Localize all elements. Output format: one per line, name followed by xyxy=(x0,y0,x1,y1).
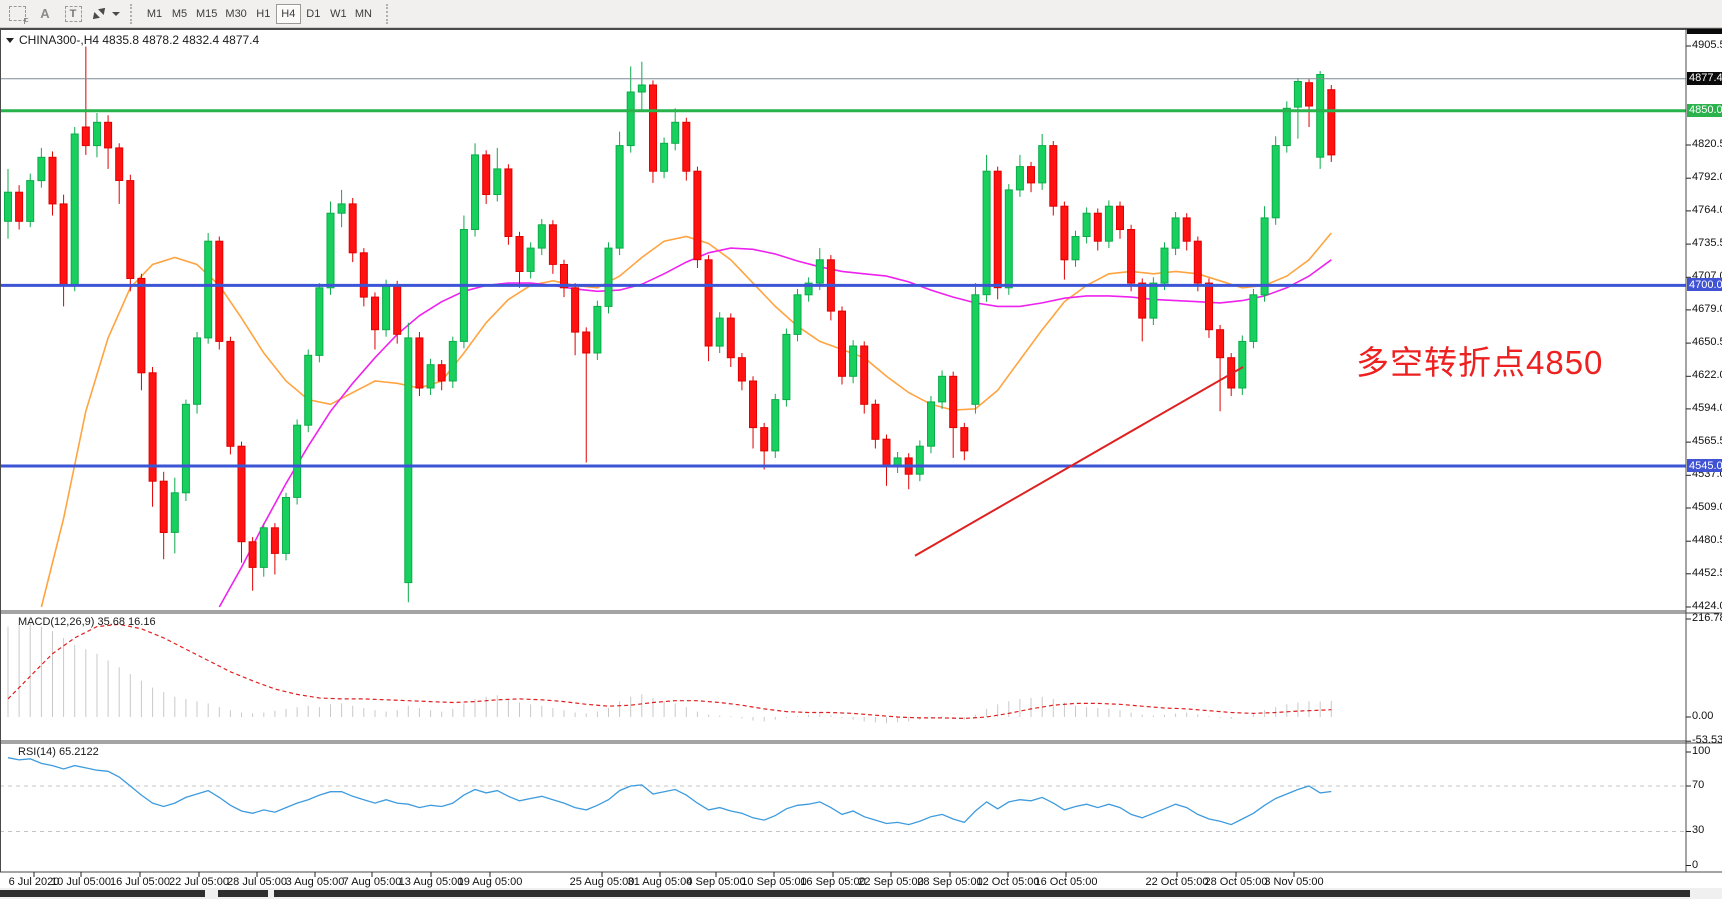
date-label: 22 Oct 05:00 xyxy=(1145,876,1209,888)
date-label: 22 Sep 05:00 xyxy=(858,876,924,888)
date-label: 16 Jul 05:00 xyxy=(110,876,170,888)
price-tick-label: 4480.5 xyxy=(1692,534,1722,547)
text-label-tool-icon[interactable]: T xyxy=(62,4,84,24)
date-label: 6 Jul 2020 xyxy=(8,876,60,888)
bottom-window-strip xyxy=(0,888,1722,899)
date-label: 3 Aug 05:00 xyxy=(285,876,345,888)
chart-title: CHINA300-,H4 4835.8 4878.2 4832.4 4877.4 xyxy=(6,33,259,47)
price-badge: 4850.0 xyxy=(1687,103,1722,117)
date-label: 28 Oct 05:00 xyxy=(1204,876,1268,888)
timeframe-m30-button[interactable]: M30 xyxy=(225,7,247,20)
timeframe-m15-button[interactable]: M15 xyxy=(196,7,218,20)
chevron-down-icon xyxy=(112,11,120,16)
date-label: 31 Aug 05:00 xyxy=(627,876,693,888)
timeframe-d1-button[interactable]: D1 xyxy=(306,7,321,20)
price-tick-label: 4622.0 xyxy=(1692,369,1722,382)
price-badge: 4700.0 xyxy=(1687,278,1722,292)
price-tick-label: 4735.5 xyxy=(1692,237,1722,250)
price-tick-label: 4565.5 xyxy=(1692,435,1722,448)
price-tick-label: 4594.0 xyxy=(1692,401,1722,414)
date-label: 22 Jul 05:00 xyxy=(169,876,229,888)
date-label: 25 Aug 05:00 xyxy=(569,876,635,888)
chevron-down-icon xyxy=(6,38,14,43)
drawing-tools-icon[interactable] xyxy=(90,4,120,24)
date-label: 16 Oct 05:00 xyxy=(1034,876,1098,888)
rsi-tick-label: 100 xyxy=(1692,745,1711,757)
toolbar-grip[interactable] xyxy=(385,3,392,24)
chart-annotation-text: 多空转折点4850 xyxy=(1356,344,1604,381)
date-label: 10 Sep 05:00 xyxy=(741,876,807,888)
timeframe-mn-button[interactable]: MN xyxy=(354,7,372,20)
price-tick-label: 4424.0 xyxy=(1692,600,1722,612)
macd-tick-label: 0.00 xyxy=(1692,710,1714,722)
timeframe-m1-button[interactable]: M1 xyxy=(146,7,163,20)
price-badge: 4545.0 xyxy=(1687,459,1722,473)
price-tick-label: 4509.0 xyxy=(1692,500,1722,513)
date-label: 16 Sep 05:00 xyxy=(800,876,866,888)
date-label: 4 Sep 05:00 xyxy=(686,876,746,888)
timeframe-group: M1 M5 M15 M30 H1 H4 D1 W1 MN xyxy=(142,3,376,24)
timeframe-m5-button[interactable]: M5 xyxy=(171,7,188,20)
rsi-tick-label: 30 xyxy=(1692,824,1705,837)
price-badge: 4877.4 xyxy=(1687,71,1722,85)
price-tick-label: 4792.0 xyxy=(1692,171,1722,184)
bottom-strip-segment xyxy=(218,890,268,897)
timeframe-h4-button[interactable]: H4 xyxy=(275,3,301,24)
price-tick-label: 4820.5 xyxy=(1692,138,1722,151)
rsi-indicator-label: RSI(14) 65.2122 xyxy=(18,746,99,758)
price-tick-label: 4764.0 xyxy=(1692,203,1722,216)
bottom-strip-segment xyxy=(0,890,205,897)
macd-tick-label: 216.78 xyxy=(1692,612,1722,624)
date-label: 10 Jul 05:00 xyxy=(51,876,111,888)
price-tick-label: 4905.5 xyxy=(1692,39,1722,51)
chart-shift-icon[interactable]: F xyxy=(6,4,29,26)
date-label: 7 Aug 05:00 xyxy=(342,876,402,888)
date-label: 19 Aug 05:00 xyxy=(457,876,523,888)
date-label: 28 Jul 05:00 xyxy=(227,876,287,888)
macd-indicator-label: MACD(12,26,9) 35.68 16.16 xyxy=(18,616,156,628)
price-tick-label: 4650.5 xyxy=(1692,336,1722,349)
date-label: 28 Sep 05:00 xyxy=(917,876,983,888)
date-label: 12 Oct 05:00 xyxy=(976,876,1040,888)
chart-shift-icon-letter: F xyxy=(23,17,29,26)
bottom-strip-segment xyxy=(274,890,1690,897)
rsi-tick-label: 70 xyxy=(1692,779,1705,792)
price-tick-label: 4452.5 xyxy=(1692,566,1722,579)
rsi-tick-label: 0 xyxy=(1692,858,1699,871)
macd-tick-label: -53.53 xyxy=(1692,734,1722,747)
toolbar: F A T M1 M5 M15 M30 H1 H4 D1 W1 MN xyxy=(0,0,1722,28)
price-tick-label: 4679.0 xyxy=(1692,302,1722,315)
text-tool-icon[interactable]: A xyxy=(40,6,50,21)
date-label: 3 Nov 05:00 xyxy=(1264,876,1324,888)
timeframe-w1-button[interactable]: W1 xyxy=(330,7,347,20)
date-label: 13 Aug 05:00 xyxy=(398,876,464,888)
toolbar-grip[interactable] xyxy=(130,3,136,24)
timeframe-h1-button[interactable]: H1 xyxy=(256,7,271,20)
